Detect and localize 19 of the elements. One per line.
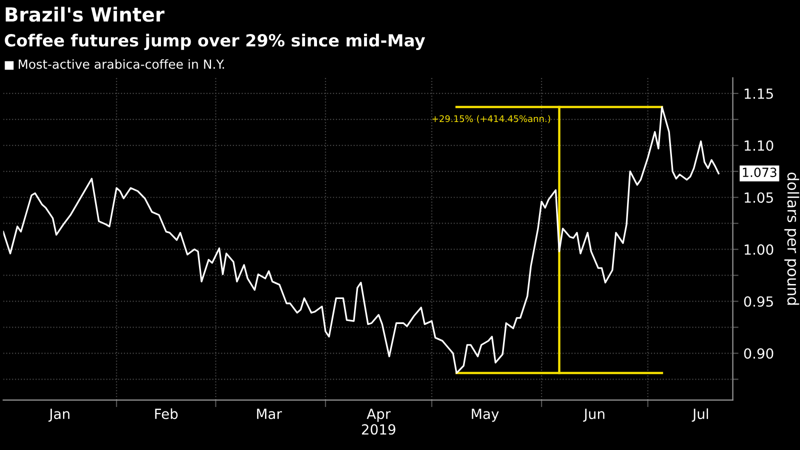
y-tick-label: 1.00 [744, 244, 774, 255]
y-tick-label: 0.95 [744, 296, 773, 307]
y-tick-label: 1.05 [744, 192, 773, 203]
y-tick-label: 1.15 [744, 88, 773, 99]
x-tick-label: Jun [583, 408, 604, 422]
annotation: 1.073 [742, 168, 776, 178]
x-tick-label: Mar [257, 408, 282, 420]
y-axis-title: dollars per pound [784, 172, 800, 305]
chart-subtitle: Coffee futures jump over 29% since mid-May [4, 34, 426, 50]
x-tick-label: Apr 2019 [362, 408, 396, 435]
x-tick-label: Jan [48, 408, 70, 422]
chart-title: Brazil's Winter [6, 6, 164, 22]
x-tick-label: Jul [692, 408, 708, 422]
x-tick-label: May [472, 408, 499, 422]
y-tick-label: 1.10 [744, 140, 774, 151]
x-tick-label: Feb [155, 408, 178, 420]
y-tick-label: 0.90 [744, 348, 774, 359]
annotation: +29.15% (+414.45%ann.) [432, 115, 550, 124]
legend-label: Most-active arabica-coffee in N.Y. [18, 59, 224, 69]
